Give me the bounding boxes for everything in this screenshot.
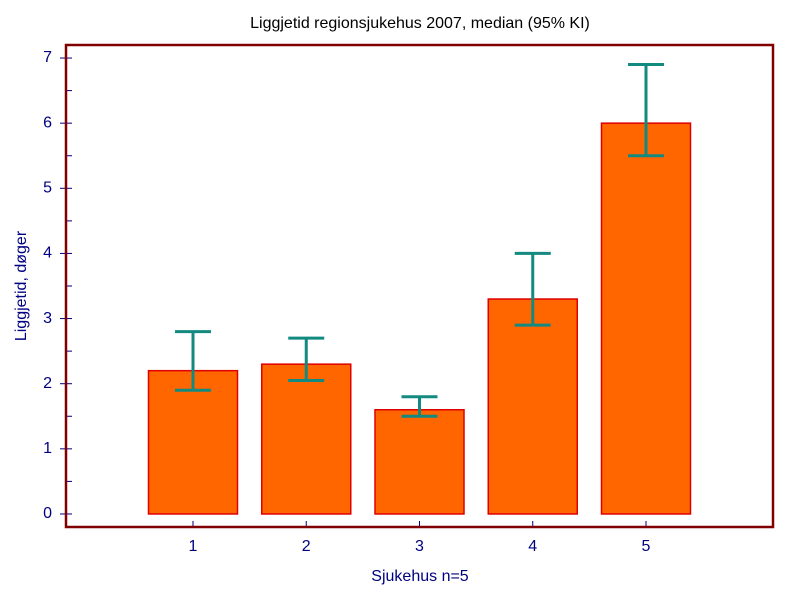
- x-tick-label: 4: [528, 538, 537, 555]
- chart-title: Liggjetid regionsjukehus 2007, median (9…: [250, 15, 590, 32]
- x-tick-label: 5: [642, 538, 651, 555]
- y-tick-label: 3: [43, 310, 52, 327]
- y-tick-label: 6: [43, 114, 52, 131]
- bar: [600, 122, 692, 515]
- y-tick-label: 2: [43, 375, 52, 392]
- x-tick-label: 1: [189, 538, 198, 555]
- y-tick-label: 0: [43, 505, 52, 522]
- y-tick-label: 7: [43, 49, 52, 66]
- y-tick-label: 4: [43, 245, 52, 262]
- x-tick-label: 3: [415, 538, 424, 555]
- y-tick-label: 1: [43, 440, 52, 457]
- y-tick-label: 5: [43, 180, 52, 197]
- x-axis-label: Sjukehus n=5: [371, 568, 469, 585]
- bar: [147, 369, 239, 515]
- y-axis-label: Liggjetid, døger: [13, 230, 30, 341]
- bar: [261, 363, 352, 515]
- bar: [487, 298, 578, 515]
- plot-frame: [64, 43, 775, 529]
- x-tick-label: 2: [302, 538, 311, 555]
- bar: [374, 409, 465, 515]
